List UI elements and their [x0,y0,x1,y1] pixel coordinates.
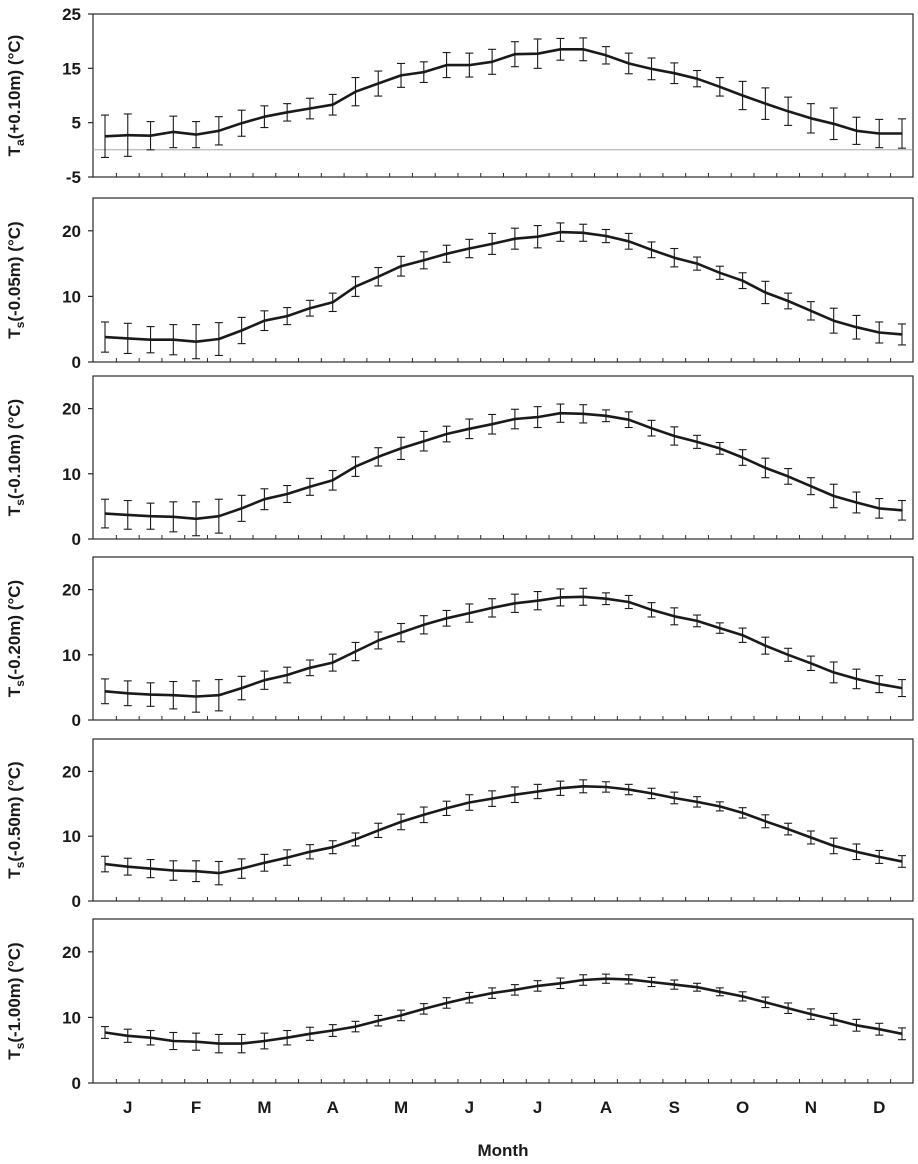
month-label: J [465,1098,474,1117]
y-axis-title: Ts(-0.10m) (°C) [5,399,27,516]
plot-frame [92,13,914,178]
y-tick-label: 25 [62,5,81,24]
series-line [104,411,903,521]
y-tick-label: 20 [62,943,81,962]
y-tick-label: 10 [62,827,81,846]
y-tick-label: 20 [62,762,81,781]
y-tick-label: 20 [62,581,81,600]
y-tick-label: 20 [62,400,81,419]
y-tick-label: 0 [72,353,81,372]
error-bar [101,855,109,873]
month-label: D [873,1098,885,1117]
y-tick-label: 10 [62,1008,81,1027]
y-tick-label: 5 [72,114,81,133]
y-axis-title: Ts(-0.50m) (°C) [5,761,27,878]
error-bar [898,499,906,521]
error-bar [101,1026,109,1039]
month-label: M [257,1098,271,1117]
y-axis-title: Ts(-0.05m) (°C) [5,221,27,338]
series-line [104,977,903,1045]
panel-3: 0 10 20 Ts(-0.10m) (°C) [5,375,914,549]
y-axis-title: Ta(+0.10m) (°C) [5,35,27,157]
panels: -5 5 15 25 Ta(+0.10m) (°C) 0 10 20 Ts(-0.05m) (°… [5,5,914,1093]
y-axis-title: Ts(-1.00m) (°C) [5,942,27,1059]
y-axis-title: Ts(-0.20m) (°C) [5,580,27,697]
month-label: A [327,1098,339,1117]
panel-6: 0 10 20 Ts(-1.00m) (°C) [5,918,914,1093]
y-tick-label: 20 [62,222,81,241]
panel-1: -5 5 15 25 Ta(+0.10m) (°C) [5,5,914,187]
y-tick-label: -5 [66,168,81,187]
plot-frame [92,375,914,540]
series-line [104,47,902,138]
error-bar [101,498,109,529]
y-tick-label: 0 [72,711,81,730]
y-tick-label: 15 [62,59,81,78]
y-tick-label: 10 [62,287,81,306]
y-tick-label: 10 [62,646,81,665]
month-label: F [191,1098,201,1117]
panel-5: 0 10 20 Ts(-0.50m) (°C) [5,738,914,911]
y-tick-label: 10 [62,465,81,484]
series-line [104,230,903,344]
x-axis-title: Month [478,1141,529,1160]
series-line [104,595,903,698]
month-label: N [805,1098,817,1117]
month-label: J [123,1098,132,1117]
month-label: M [394,1098,408,1117]
plot-frame [92,197,914,363]
error-bar [101,321,109,353]
y-tick-label: 0 [72,892,81,911]
panel-4: 0 10 20 Ts(-0.20m) (°C) [5,556,914,730]
error-bar [898,323,906,346]
plot-frame [92,738,914,902]
y-tick-label: 0 [72,530,81,549]
series-line [104,784,903,875]
panel-2: 0 10 20 Ts(-0.05m) (°C) [5,197,914,372]
plot-frame [92,918,914,1084]
month-label: A [600,1098,612,1117]
y-tick-label: 0 [72,1074,81,1093]
month-label: O [736,1098,749,1117]
month-label: S [669,1098,680,1117]
month-label: J [533,1098,542,1117]
